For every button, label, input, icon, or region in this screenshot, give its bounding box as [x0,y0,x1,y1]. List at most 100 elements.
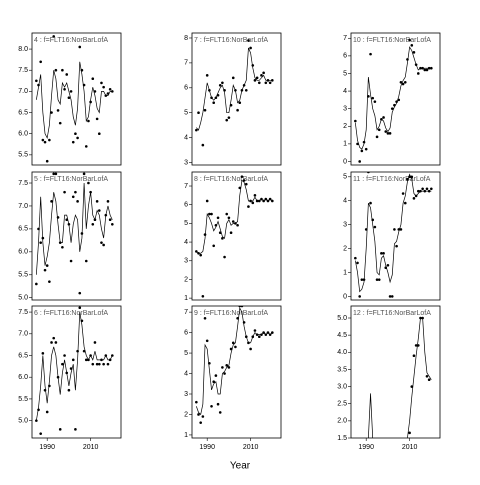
y-tick-label: 3 [184,258,188,265]
y-tick-label: 4 [184,370,188,377]
point [91,223,95,226]
y-tick-label: 1 [184,295,188,302]
point [91,77,95,80]
y-tick-label: 4 [184,134,188,141]
point [218,411,222,414]
point [382,252,385,255]
point [231,341,235,345]
y-tick-label: 3 [343,106,347,113]
point [93,341,97,344]
panel-frame [31,32,122,166]
point [421,187,424,191]
y-tick-label: 8.0 [18,46,28,53]
point [212,244,216,248]
point [234,345,237,349]
y-tick-label: 7.0 [18,331,28,338]
point [50,111,53,114]
point [106,200,110,203]
point [403,80,407,84]
panel-frame [350,171,441,301]
point [100,81,103,85]
point [39,241,42,244]
point [244,182,248,186]
point [71,195,75,199]
point [221,366,224,369]
point [408,38,411,42]
point [54,68,58,72]
point [63,354,66,357]
point [67,96,71,100]
point [97,209,101,212]
y-tick-label: 7 [184,183,188,190]
point [71,140,75,144]
point [210,212,213,216]
y-tick-label: 7.5 [18,67,28,74]
point [91,362,95,366]
y-tick-label: 6.0 [18,374,28,381]
point [100,241,103,244]
y-tick-label: 6 [184,202,188,209]
point [360,278,364,281]
point [253,329,257,332]
point [231,220,235,223]
y-tick-label: 2 [184,411,188,418]
y-tick-label: 5 [343,70,347,77]
point [199,253,202,257]
point [41,138,45,142]
panel-frame [350,305,441,439]
point [95,362,99,366]
panel: 11 : f=FLT16:NorBarLofA [353,172,433,298]
point [257,81,261,85]
fit-line [354,173,432,293]
panel: 4 : f=FLT16:NorBarLofA [34,35,114,163]
y-tick-label: 7.0 [18,203,28,210]
point [45,264,49,267]
y-tick-label: 2.5 [337,401,347,408]
panel-frame [31,305,122,439]
point [216,402,220,406]
panel: 10 : f=FLT16:NorBarLofA [353,37,433,163]
point [423,68,427,72]
point [54,341,58,344]
point [108,218,112,222]
point [364,147,368,151]
point [403,201,407,205]
point [84,145,88,148]
point [382,116,385,119]
point [63,190,66,194]
y-tick-label: 5 [343,174,347,181]
fit-line [354,46,432,150]
fit-line [196,306,273,416]
point [240,175,244,178]
y-tick-label: 7.5 [18,180,28,187]
point [97,132,101,135]
point [43,140,47,144]
point [373,100,377,103]
point [257,335,261,338]
panel-title: 7 : f=FLT16:NorBarLofA [194,37,268,44]
point [227,116,231,119]
point [388,295,392,298]
point [236,108,239,112]
point [205,74,209,77]
point [425,68,429,72]
point [78,45,82,49]
panel-frame [191,171,282,301]
point [84,259,88,263]
point [231,76,235,80]
x-tick-label: 1990 [199,444,215,451]
point [380,252,383,255]
point [216,216,220,220]
point [201,415,205,418]
x-tick-label: 2010 [402,444,418,451]
point [61,245,64,249]
point [369,52,372,56]
point [61,68,64,72]
panel-frame [191,32,282,166]
point [410,44,414,47]
panel-title: 12 : f=FLT16:NorBarLofA [353,310,431,317]
point [95,200,99,203]
point [268,81,272,85]
point [56,109,60,112]
